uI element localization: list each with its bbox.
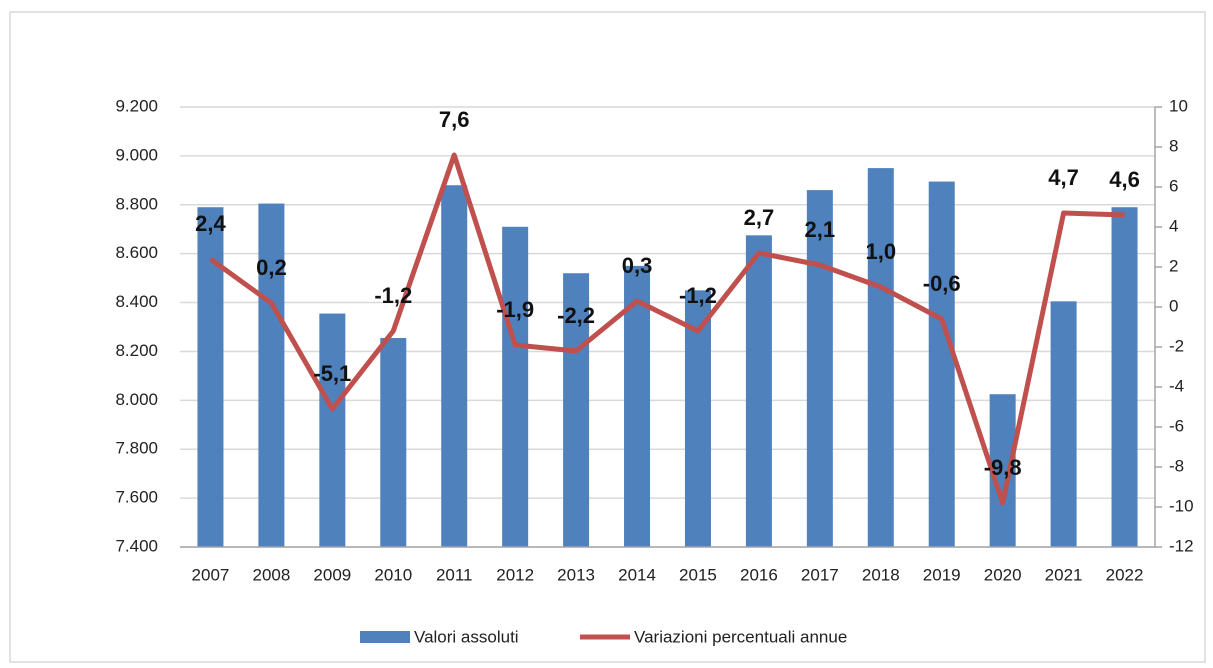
x-tick-label: 2012 (496, 565, 534, 584)
x-tick-label: 2017 (801, 565, 839, 584)
data-label: -9,8 (984, 455, 1022, 480)
data-label: 2,1 (805, 217, 836, 242)
x-tick-label: 2009 (313, 565, 351, 584)
bar (380, 338, 407, 547)
y2-tick-label: 8 (1169, 136, 1178, 155)
bar (1050, 301, 1077, 547)
x-tick-label: 2018 (862, 565, 900, 584)
legend-label: Valori assoluti (414, 627, 519, 646)
y2-tick-label: 0 (1169, 296, 1178, 315)
y2-tick-label: 10 (1169, 96, 1188, 115)
x-tick-label: 2007 (192, 565, 230, 584)
bar (1111, 207, 1138, 547)
y2-tick-label: -12 (1169, 536, 1194, 555)
y-tick-label: 8.800 (115, 194, 158, 213)
data-label: 4,7 (1048, 165, 1079, 190)
bar (745, 235, 772, 548)
data-label: -5,1 (313, 361, 351, 386)
bar (441, 185, 468, 547)
bar (928, 181, 955, 548)
y-tick-label: 9.000 (115, 145, 158, 164)
bar (258, 203, 285, 548)
data-label: -0,6 (923, 271, 961, 296)
bar (502, 226, 529, 547)
y2-tick-label: 6 (1169, 176, 1178, 195)
legend-label: Variazioni percentuali annue (634, 627, 847, 646)
y2-tick-label: 4 (1169, 216, 1178, 235)
data-label: -1,9 (496, 297, 534, 322)
y2-tick-label: -4 (1169, 376, 1184, 395)
x-tick-label: 2008 (252, 565, 290, 584)
data-label: 4,6 (1109, 167, 1140, 192)
x-tick-label: 2016 (740, 565, 778, 584)
line (209, 152, 1125, 506)
x-tick-label: 2010 (374, 565, 412, 584)
x-tick-label: 2021 (1045, 565, 1083, 584)
data-label: 7,6 (439, 107, 470, 132)
y-tick-label: 7.600 (115, 488, 158, 507)
data-label: -1,2 (679, 283, 717, 308)
bar (624, 265, 651, 547)
data-label: 0,3 (622, 253, 653, 278)
data-label: 2,7 (744, 205, 775, 230)
bar (806, 190, 833, 547)
y2-tick-label: -2 (1169, 336, 1184, 355)
y-tick-label: 8.000 (115, 390, 158, 409)
y2-tick-label: -6 (1169, 416, 1184, 435)
y2-tick-label: -8 (1169, 456, 1184, 475)
x-tick-label: 2019 (923, 565, 961, 584)
y2-tick-label: 2 (1169, 256, 1178, 275)
x-tick-label: 2022 (1106, 565, 1144, 584)
y-tick-label: 7.400 (115, 536, 158, 555)
chart-border (9, 11, 1206, 663)
bar (563, 273, 590, 547)
y-tick-label: 8.400 (115, 292, 158, 311)
x-tick-label: 2011 (436, 565, 473, 584)
data-label: -2,2 (557, 303, 595, 328)
x-tick-label: 2015 (679, 565, 717, 584)
y2-tick-label: -10 (1169, 496, 1194, 515)
y-tick-label: 7.800 (115, 439, 158, 458)
y-tick-label: 8.600 (115, 243, 158, 262)
x-tick-label: 2013 (557, 565, 595, 584)
bar (319, 313, 346, 547)
data-label: 1,0 (865, 239, 896, 264)
x-tick-label: 2014 (618, 565, 656, 584)
bar (197, 207, 224, 547)
data-label: -1,2 (374, 283, 412, 308)
legend-swatch (360, 631, 410, 643)
y-tick-label: 9.200 (115, 96, 158, 115)
y-tick-label: 8.200 (115, 341, 158, 360)
x-tick-label: 2020 (984, 565, 1022, 584)
data-label: 0,2 (256, 255, 287, 280)
data-label: 2,4 (195, 211, 226, 236)
bar (867, 168, 894, 547)
